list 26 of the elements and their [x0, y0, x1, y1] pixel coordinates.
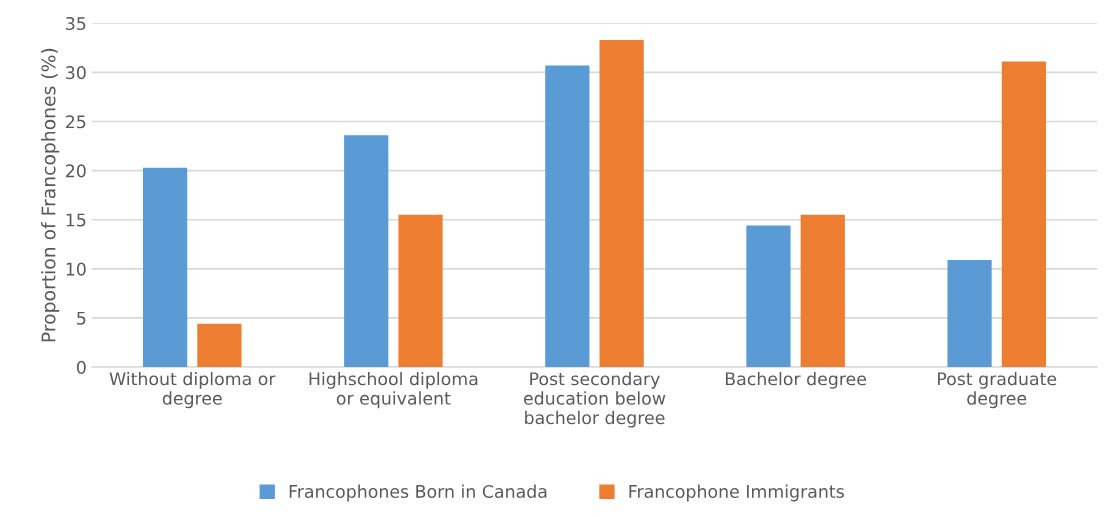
x-tick-label: Bachelor degree [725, 371, 867, 389]
x-tick-label: Highschool diploma or equivalent [309, 371, 478, 409]
x-tick-label: Post graduate degree [938, 371, 1057, 409]
bar [143, 167, 188, 368]
y-axis-title: Proportion of Francophones (%) [41, 48, 60, 342]
bar [398, 214, 443, 368]
bar [746, 225, 791, 368]
y-tick-label: 0 [76, 360, 86, 374]
bar [545, 65, 590, 368]
bar [800, 214, 845, 368]
legend-label: Francophones Born in Canada [289, 484, 547, 502]
legend-label: Francophone Immigrants [629, 484, 844, 502]
x-tick-label: Post secondary education below bachelor degree [523, 371, 666, 428]
bar [197, 323, 242, 368]
bar [344, 135, 389, 368]
y-tick-label: 25 [66, 115, 86, 129]
bar [947, 260, 992, 368]
y-tick-label: 15 [66, 213, 86, 227]
y-tick-label: 30 [66, 66, 86, 80]
x-tick-label: Without diploma or degree [109, 371, 276, 409]
bar [1001, 61, 1046, 368]
y-tick-label: 20 [66, 164, 86, 178]
y-tick-label: 10 [66, 262, 86, 276]
y-tick-label: 35 [66, 16, 86, 31]
y-tick-label: 5 [77, 311, 86, 325]
bar [599, 39, 644, 368]
